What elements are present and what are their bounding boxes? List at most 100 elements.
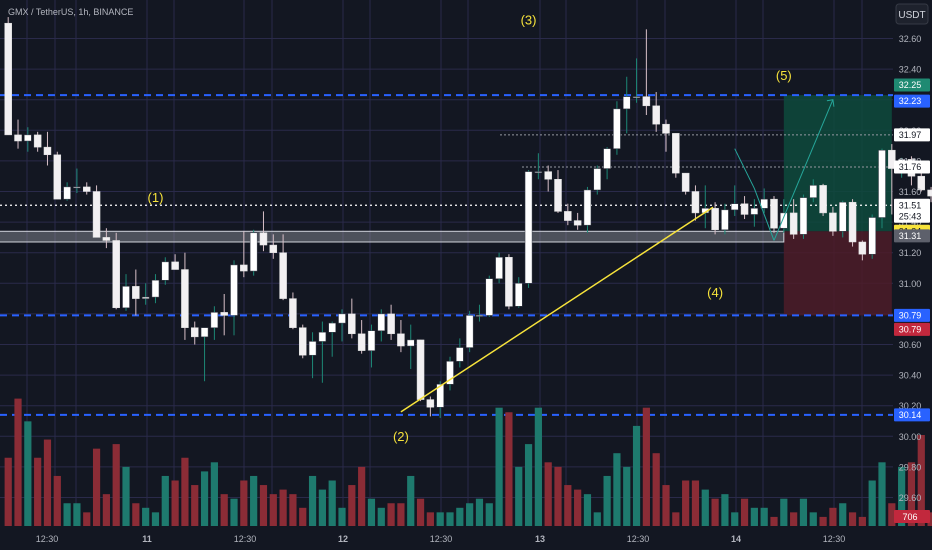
candle-body: [534, 171, 543, 173]
volume-bar: [83, 512, 91, 526]
volume-bar: [642, 407, 650, 526]
volume-bar: [731, 512, 739, 526]
candle-body: [249, 232, 258, 272]
candle-body: [662, 123, 670, 134]
price-axis: 32.6032.4032.2032.0031.8031.6031.4031.20…: [894, 34, 930, 523]
candle-body: [809, 185, 818, 198]
candle-body: [102, 237, 111, 241]
wave-labels: (1) (2) (3) (4) (5): [148, 13, 792, 444]
candle-body: [446, 361, 454, 385]
candle-body: [799, 197, 808, 235]
price-tag-label: 31.31: [899, 231, 922, 241]
candle-body: [819, 185, 827, 214]
countdown-label: 25:43: [899, 211, 922, 221]
wave-label: (3): [521, 13, 537, 28]
volume-bar: [142, 507, 150, 526]
horizontal-levels: [0, 94, 893, 416]
candle-body: [613, 108, 621, 149]
volume-bar: [799, 498, 808, 526]
price-tag: [894, 78, 930, 92]
candle-body: [711, 208, 719, 231]
volume-bar: [210, 462, 218, 526]
candle-body: [829, 212, 837, 232]
volume-bar: [682, 480, 690, 526]
volume-bar: [819, 516, 827, 526]
y-tick-label: 32.60: [899, 34, 922, 44]
support-trendline: [400, 206, 714, 413]
candle-body: [53, 154, 62, 200]
currency-label[interactable]: USDT: [898, 10, 925, 21]
volume-bar: [623, 466, 631, 526]
volume-bar: [790, 512, 798, 526]
volume-bar: [92, 448, 101, 526]
volume-bar: [495, 407, 503, 526]
y-tick-label: 30.20: [899, 401, 922, 411]
volume-tag-label: 706: [902, 512, 917, 522]
candle-body: [181, 269, 189, 328]
volume-bar: [230, 498, 238, 526]
price-tag-label: 31.51: [899, 200, 922, 210]
volume-bar: [269, 494, 277, 526]
volume-bar: [524, 444, 533, 526]
candle-body: [24, 134, 32, 142]
volume-bar: [358, 466, 366, 526]
candle-body: [456, 347, 464, 362]
projection-line: [734, 148, 755, 189]
candle-body: [397, 333, 405, 347]
volume-bar: [387, 503, 395, 526]
candle-body: [691, 191, 700, 214]
volume-bar: [466, 503, 474, 526]
volume-bar: [475, 498, 484, 526]
volume-bar: [760, 507, 768, 526]
volume-bar: [240, 480, 248, 526]
y-tick-label: 32.40: [899, 65, 922, 75]
projection-line: [753, 188, 775, 241]
volume-bar: [564, 485, 572, 526]
volume-bar: [554, 466, 562, 526]
price-tag: [894, 160, 930, 174]
candle-body: [603, 148, 611, 169]
volume-bar: [24, 421, 32, 526]
wave-label: (2): [393, 429, 409, 444]
volume-bar: [878, 462, 886, 526]
volume-bar: [652, 453, 660, 526]
volume-bar: [377, 507, 385, 526]
candle-body: [564, 211, 572, 221]
y-tick-label: 31.00: [899, 279, 922, 289]
currency-button[interactable]: USDT: [895, 3, 929, 25]
price-tag-label: 32.23: [899, 96, 922, 106]
candle-body: [583, 189, 592, 226]
volume-bar: [515, 466, 523, 526]
candle-body: [524, 171, 533, 284]
volume-bar: [456, 507, 464, 526]
y-tick-label: 30.00: [899, 432, 922, 442]
x-tick-label: 14: [731, 534, 741, 544]
volume-bar: [780, 498, 788, 526]
volume-bar: [289, 494, 297, 526]
volume-bar: [593, 512, 601, 526]
wave-label: (1): [148, 190, 164, 205]
candle-body: [927, 189, 932, 197]
candle-body: [357, 333, 366, 351]
volume-bar: [485, 503, 493, 526]
volume-bar: [888, 503, 896, 526]
candle-body: [622, 96, 631, 110]
candle-body: [789, 212, 798, 235]
candle-body: [426, 399, 435, 408]
volume-bar: [701, 489, 709, 526]
candle-body: [210, 312, 219, 328]
candle-body: [730, 203, 739, 211]
candle-body: [652, 105, 660, 125]
volume-bar: [63, 503, 71, 526]
candle-body: [141, 296, 150, 299]
drawing-tools: [400, 99, 835, 413]
volume-bar: [907, 462, 916, 526]
y-tick-label: 31.60: [899, 187, 922, 197]
candle-body: [514, 283, 523, 307]
volume-bar: [848, 512, 857, 526]
candle-body: [475, 315, 484, 317]
candle-body: [917, 175, 926, 191]
price-tag: [894, 229, 930, 243]
candle-body: [328, 322, 336, 333]
